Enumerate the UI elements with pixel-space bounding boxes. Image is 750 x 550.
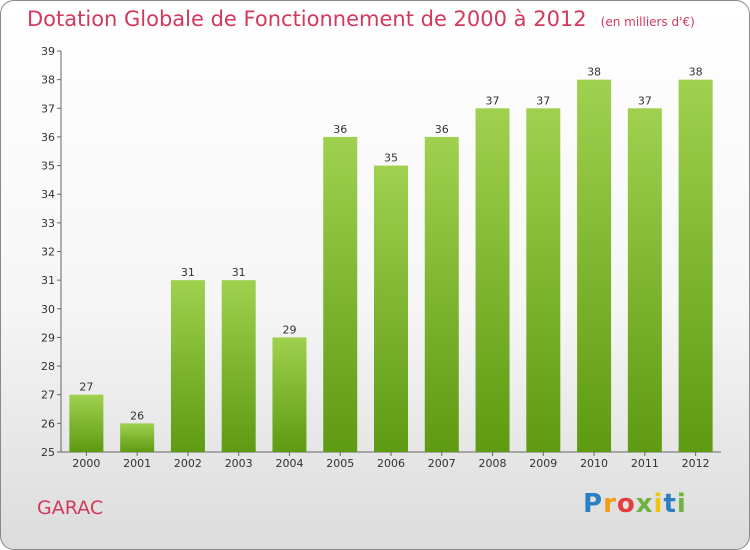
bar-value-label: 36 bbox=[435, 123, 449, 136]
x-tick-label: 2005 bbox=[326, 457, 354, 470]
x-tick-label: 2002 bbox=[174, 457, 202, 470]
logo-letter: x bbox=[635, 489, 654, 519]
y-tick-label: 30 bbox=[41, 303, 55, 316]
y-tick-label: 31 bbox=[41, 274, 55, 287]
logo-letter: t bbox=[663, 489, 677, 519]
y-tick-label: 29 bbox=[41, 331, 55, 344]
bar-value-label: 29 bbox=[282, 323, 296, 336]
bar-value-label: 31 bbox=[181, 266, 195, 279]
bar bbox=[424, 136, 459, 452]
y-tick-label: 37 bbox=[41, 102, 55, 115]
logo-letter: i bbox=[653, 489, 664, 519]
logo-letter: P bbox=[583, 489, 604, 519]
bar bbox=[678, 79, 713, 453]
bar bbox=[577, 79, 612, 453]
y-tick-label: 38 bbox=[41, 74, 55, 87]
y-tick-label: 36 bbox=[41, 131, 55, 144]
bar-value-label: 36 bbox=[333, 123, 347, 136]
bar-value-label: 31 bbox=[232, 266, 246, 279]
bar bbox=[323, 136, 358, 452]
bar bbox=[374, 165, 408, 453]
y-tick-label: 35 bbox=[41, 160, 55, 173]
y-tick-label: 33 bbox=[41, 217, 55, 230]
x-tick-label: 2001 bbox=[123, 457, 151, 470]
bar bbox=[272, 337, 307, 452]
y-tick-label: 32 bbox=[41, 246, 55, 259]
bar bbox=[526, 108, 561, 453]
y-tick-label: 28 bbox=[41, 360, 55, 373]
chart-axes: 25 26 27 28 29 30 31 32 33 34 35 36 37 38 39 2000 2001 20… bbox=[41, 45, 721, 470]
x-tick-label: 2008 bbox=[479, 457, 507, 470]
chart-bars: 27 26 31 31 29 36 35 36 37 37 38 37 38 bbox=[69, 66, 713, 453]
y-tick-label: 27 bbox=[41, 389, 55, 402]
logo-letter: r bbox=[603, 489, 617, 519]
bar bbox=[475, 108, 510, 453]
bar-value-label: 38 bbox=[587, 66, 601, 79]
bar-value-label: 26 bbox=[130, 409, 144, 422]
x-tick-label: 2010 bbox=[580, 457, 608, 470]
bar bbox=[221, 280, 256, 452]
proxiti-logo[interactable]: Proxiti bbox=[583, 489, 687, 519]
x-tick-label: 2006 bbox=[377, 457, 405, 470]
logo-letter: i bbox=[676, 489, 687, 519]
bar-value-label: 38 bbox=[689, 66, 703, 79]
bar bbox=[69, 394, 104, 452]
y-tick-label: 34 bbox=[41, 188, 55, 201]
bar bbox=[120, 423, 155, 452]
chart-title-text: Dotation Globale de Fonctionnement de 20… bbox=[27, 7, 587, 31]
x-tick-label: 2000 bbox=[72, 457, 100, 470]
x-tick-label: 2009 bbox=[529, 457, 557, 470]
chart-subtitle: (en milliers d'€) bbox=[600, 15, 695, 29]
commune-name: GARAC bbox=[37, 497, 104, 519]
logo-letter: o bbox=[616, 489, 636, 519]
x-tick-label: 2007 bbox=[428, 457, 456, 470]
bar-value-label: 37 bbox=[486, 94, 500, 107]
x-tick-label: 2011 bbox=[631, 457, 659, 470]
x-tick-label: 2012 bbox=[682, 457, 710, 470]
x-tick-label: 2004 bbox=[275, 457, 303, 470]
y-tick-label: 39 bbox=[41, 45, 55, 58]
bar bbox=[627, 108, 662, 453]
bar-value-label: 37 bbox=[638, 94, 652, 107]
bar bbox=[170, 280, 205, 452]
bar-value-label: 27 bbox=[79, 381, 93, 394]
bar-value-label: 37 bbox=[536, 94, 550, 107]
y-tick-label: 26 bbox=[41, 417, 55, 430]
x-tick-label: 2003 bbox=[225, 457, 253, 470]
chart-title: Dotation Globale de Fonctionnement de 20… bbox=[27, 7, 695, 31]
y-tick-label: 25 bbox=[41, 446, 55, 459]
bar-value-label: 35 bbox=[384, 152, 398, 165]
